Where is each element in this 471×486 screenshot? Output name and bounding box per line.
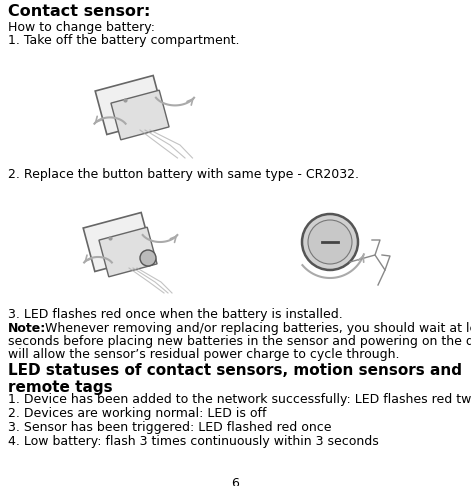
- Text: LED statuses of contact sensors, motion sensors and remote tags: LED statuses of contact sensors, motion …: [8, 363, 462, 396]
- Text: 1. Take off the battery compartment.: 1. Take off the battery compartment.: [8, 34, 239, 47]
- Text: will allow the sensor’s residual power charge to cycle through.: will allow the sensor’s residual power c…: [8, 348, 399, 361]
- Text: 2. Devices are working normal: LED is off: 2. Devices are working normal: LED is of…: [8, 407, 267, 420]
- Circle shape: [308, 220, 352, 264]
- Text: 6: 6: [231, 477, 239, 486]
- Text: 2. Replace the button battery with same type - CR2032.: 2. Replace the button battery with same …: [8, 168, 359, 181]
- Polygon shape: [99, 227, 157, 277]
- Text: 4. Low battery: flash 3 times continuously within 3 seconds: 4. Low battery: flash 3 times continuous…: [8, 435, 379, 448]
- Text: 3. LED flashes red once when the battery is installed.: 3. LED flashes red once when the battery…: [8, 308, 343, 321]
- Text: How to change battery:: How to change battery:: [8, 21, 155, 34]
- Circle shape: [140, 250, 156, 266]
- Polygon shape: [83, 212, 153, 272]
- Polygon shape: [95, 75, 165, 135]
- Text: Contact sensor:: Contact sensor:: [8, 4, 150, 19]
- Text: Note:: Note:: [8, 322, 46, 335]
- Text: Whenever removing and/or replacing batteries, you should wait at least ten: Whenever removing and/or replacing batte…: [41, 322, 471, 335]
- Circle shape: [302, 214, 358, 270]
- Text: 1. Device has been added to the network successfully: LED flashes red twice: 1. Device has been added to the network …: [8, 393, 471, 406]
- Text: 3. Sensor has been triggered: LED flashed red once: 3. Sensor has been triggered: LED flashe…: [8, 421, 332, 434]
- Polygon shape: [111, 90, 169, 140]
- Text: seconds before placing new batteries in the sensor and powering on the device.  : seconds before placing new batteries in …: [8, 335, 471, 348]
